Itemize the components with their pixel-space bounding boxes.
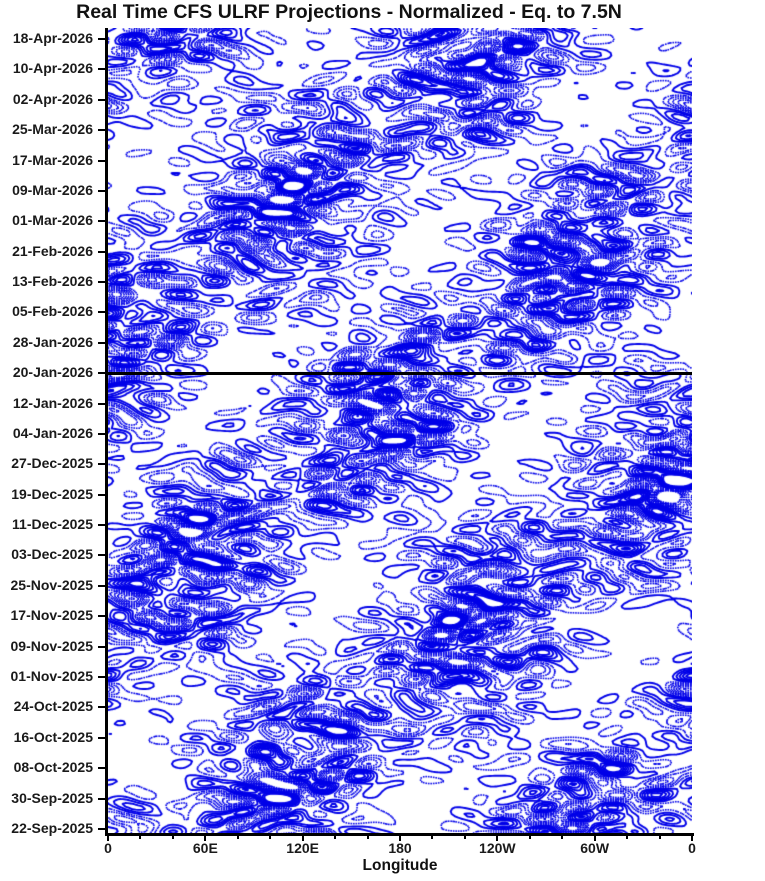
y-tick-mark [98, 645, 108, 648]
y-tick-mark [98, 615, 108, 618]
y-tick-mark [98, 250, 108, 253]
contour-field-canvas [108, 28, 692, 834]
y-tick-label: 28-Jan-2026 [12, 333, 93, 350]
y-tick-mark [98, 341, 108, 344]
x-tick-label: 180 [388, 840, 412, 856]
x-tick-mark [399, 836, 401, 841]
y-tick-mark [98, 159, 108, 162]
x-minor-tick-mark [626, 836, 629, 839]
x-minor-tick-mark [561, 836, 564, 839]
x-minor-tick-mark [334, 836, 337, 839]
x-tick-mark [691, 836, 693, 841]
y-tick-label: 16-Oct-2025 [13, 728, 93, 745]
x-minor-tick-mark [269, 836, 272, 839]
y-tick-mark [98, 797, 108, 800]
x-axis-line [105, 833, 694, 836]
y-tick-label: 04-Jan-2026 [12, 424, 93, 441]
x-tick-mark [496, 836, 499, 841]
x-minor-tick-mark [658, 836, 661, 839]
y-tick-mark [98, 432, 108, 435]
y-tick-label: 11-Dec-2025 [12, 516, 93, 533]
y-tick-mark [98, 675, 108, 678]
y-axis-line [105, 28, 108, 836]
y-tick-label: 27-Dec-2025 [11, 455, 93, 472]
y-tick-mark [98, 554, 108, 557]
y-tick-label: 08-Oct-2025 [13, 759, 93, 776]
y-tick-label: 20-Jan-2026 [12, 364, 93, 381]
y-tick-mark [98, 736, 108, 739]
y-tick-label: 25-Nov-2025 [10, 576, 94, 593]
x-axis-title: Longitude [362, 857, 438, 874]
y-tick-mark [98, 402, 108, 405]
y-tick-mark [98, 281, 108, 284]
y-tick-mark [98, 767, 108, 770]
y-tick-label: 12-Jan-2026 [12, 394, 93, 411]
y-tick-label: 30-Sep-2025 [11, 789, 93, 806]
y-tick-mark [98, 493, 108, 496]
y-tick-label: 09-Nov-2025 [10, 637, 94, 654]
y-tick-mark [98, 129, 108, 132]
y-tick-mark [98, 827, 108, 830]
y-tick-label: 02-Apr-2026 [12, 90, 93, 107]
y-tick-label: 22-Sep-2025 [11, 819, 93, 836]
x-tick-mark [204, 836, 207, 841]
x-minor-tick-mark [366, 836, 369, 839]
x-minor-tick-mark [528, 836, 531, 839]
y-tick-label: 01-Mar-2026 [12, 212, 93, 229]
chart-title: Real Time CFS ULRF Projections - Normali… [76, 1, 622, 23]
x-tick-mark [301, 836, 304, 841]
y-tick-mark [98, 372, 108, 375]
y-tick-label: 19-Dec-2025 [11, 485, 93, 502]
y-tick-mark [98, 38, 108, 40]
x-tick-label: 120W [479, 840, 516, 856]
y-tick-label: 01-Nov-2025 [10, 667, 94, 684]
y-tick-label: 17-Mar-2026 [12, 151, 93, 168]
y-tick-label: 24-Oct-2025 [13, 698, 93, 715]
y-tick-mark [98, 706, 108, 709]
x-minor-tick-mark [139, 836, 142, 839]
y-tick-mark [98, 98, 108, 101]
x-tick-label: 0 [104, 840, 112, 856]
x-minor-tick-mark [431, 836, 434, 839]
y-tick-label: 05-Feb-2026 [12, 303, 93, 320]
y-tick-label: 17-Nov-2025 [10, 607, 94, 624]
y-tick-mark [98, 220, 108, 223]
y-tick-label: 10-Apr-2026 [12, 60, 93, 77]
y-tick-mark [98, 463, 108, 466]
x-tick-label: 60E [192, 840, 218, 856]
x-tick-mark [107, 836, 109, 841]
x-minor-tick-mark [463, 836, 466, 839]
x-minor-tick-mark [171, 836, 174, 839]
x-tick-label: 0 [688, 840, 696, 856]
x-minor-tick-mark [236, 836, 239, 839]
y-tick-label: 03-Dec-2025 [11, 546, 93, 563]
x-tick-mark [593, 836, 596, 841]
y-tick-mark [98, 189, 108, 192]
y-tick-mark [98, 68, 108, 71]
y-tick-mark [98, 311, 108, 314]
x-tick-label: 60W [580, 840, 610, 856]
y-tick-mark [98, 584, 108, 587]
y-tick-label: 09-Mar-2026 [12, 181, 93, 198]
y-tick-mark [98, 524, 108, 527]
forecast-start-line [108, 371, 692, 375]
y-tick-label: 18-Apr-2026 [12, 30, 93, 46]
y-tick-label: 13-Feb-2026 [12, 273, 93, 290]
x-tick-label: 120E [286, 840, 320, 856]
y-tick-label: 21-Feb-2026 [12, 242, 93, 259]
y-tick-label: 25-Mar-2026 [12, 121, 93, 138]
